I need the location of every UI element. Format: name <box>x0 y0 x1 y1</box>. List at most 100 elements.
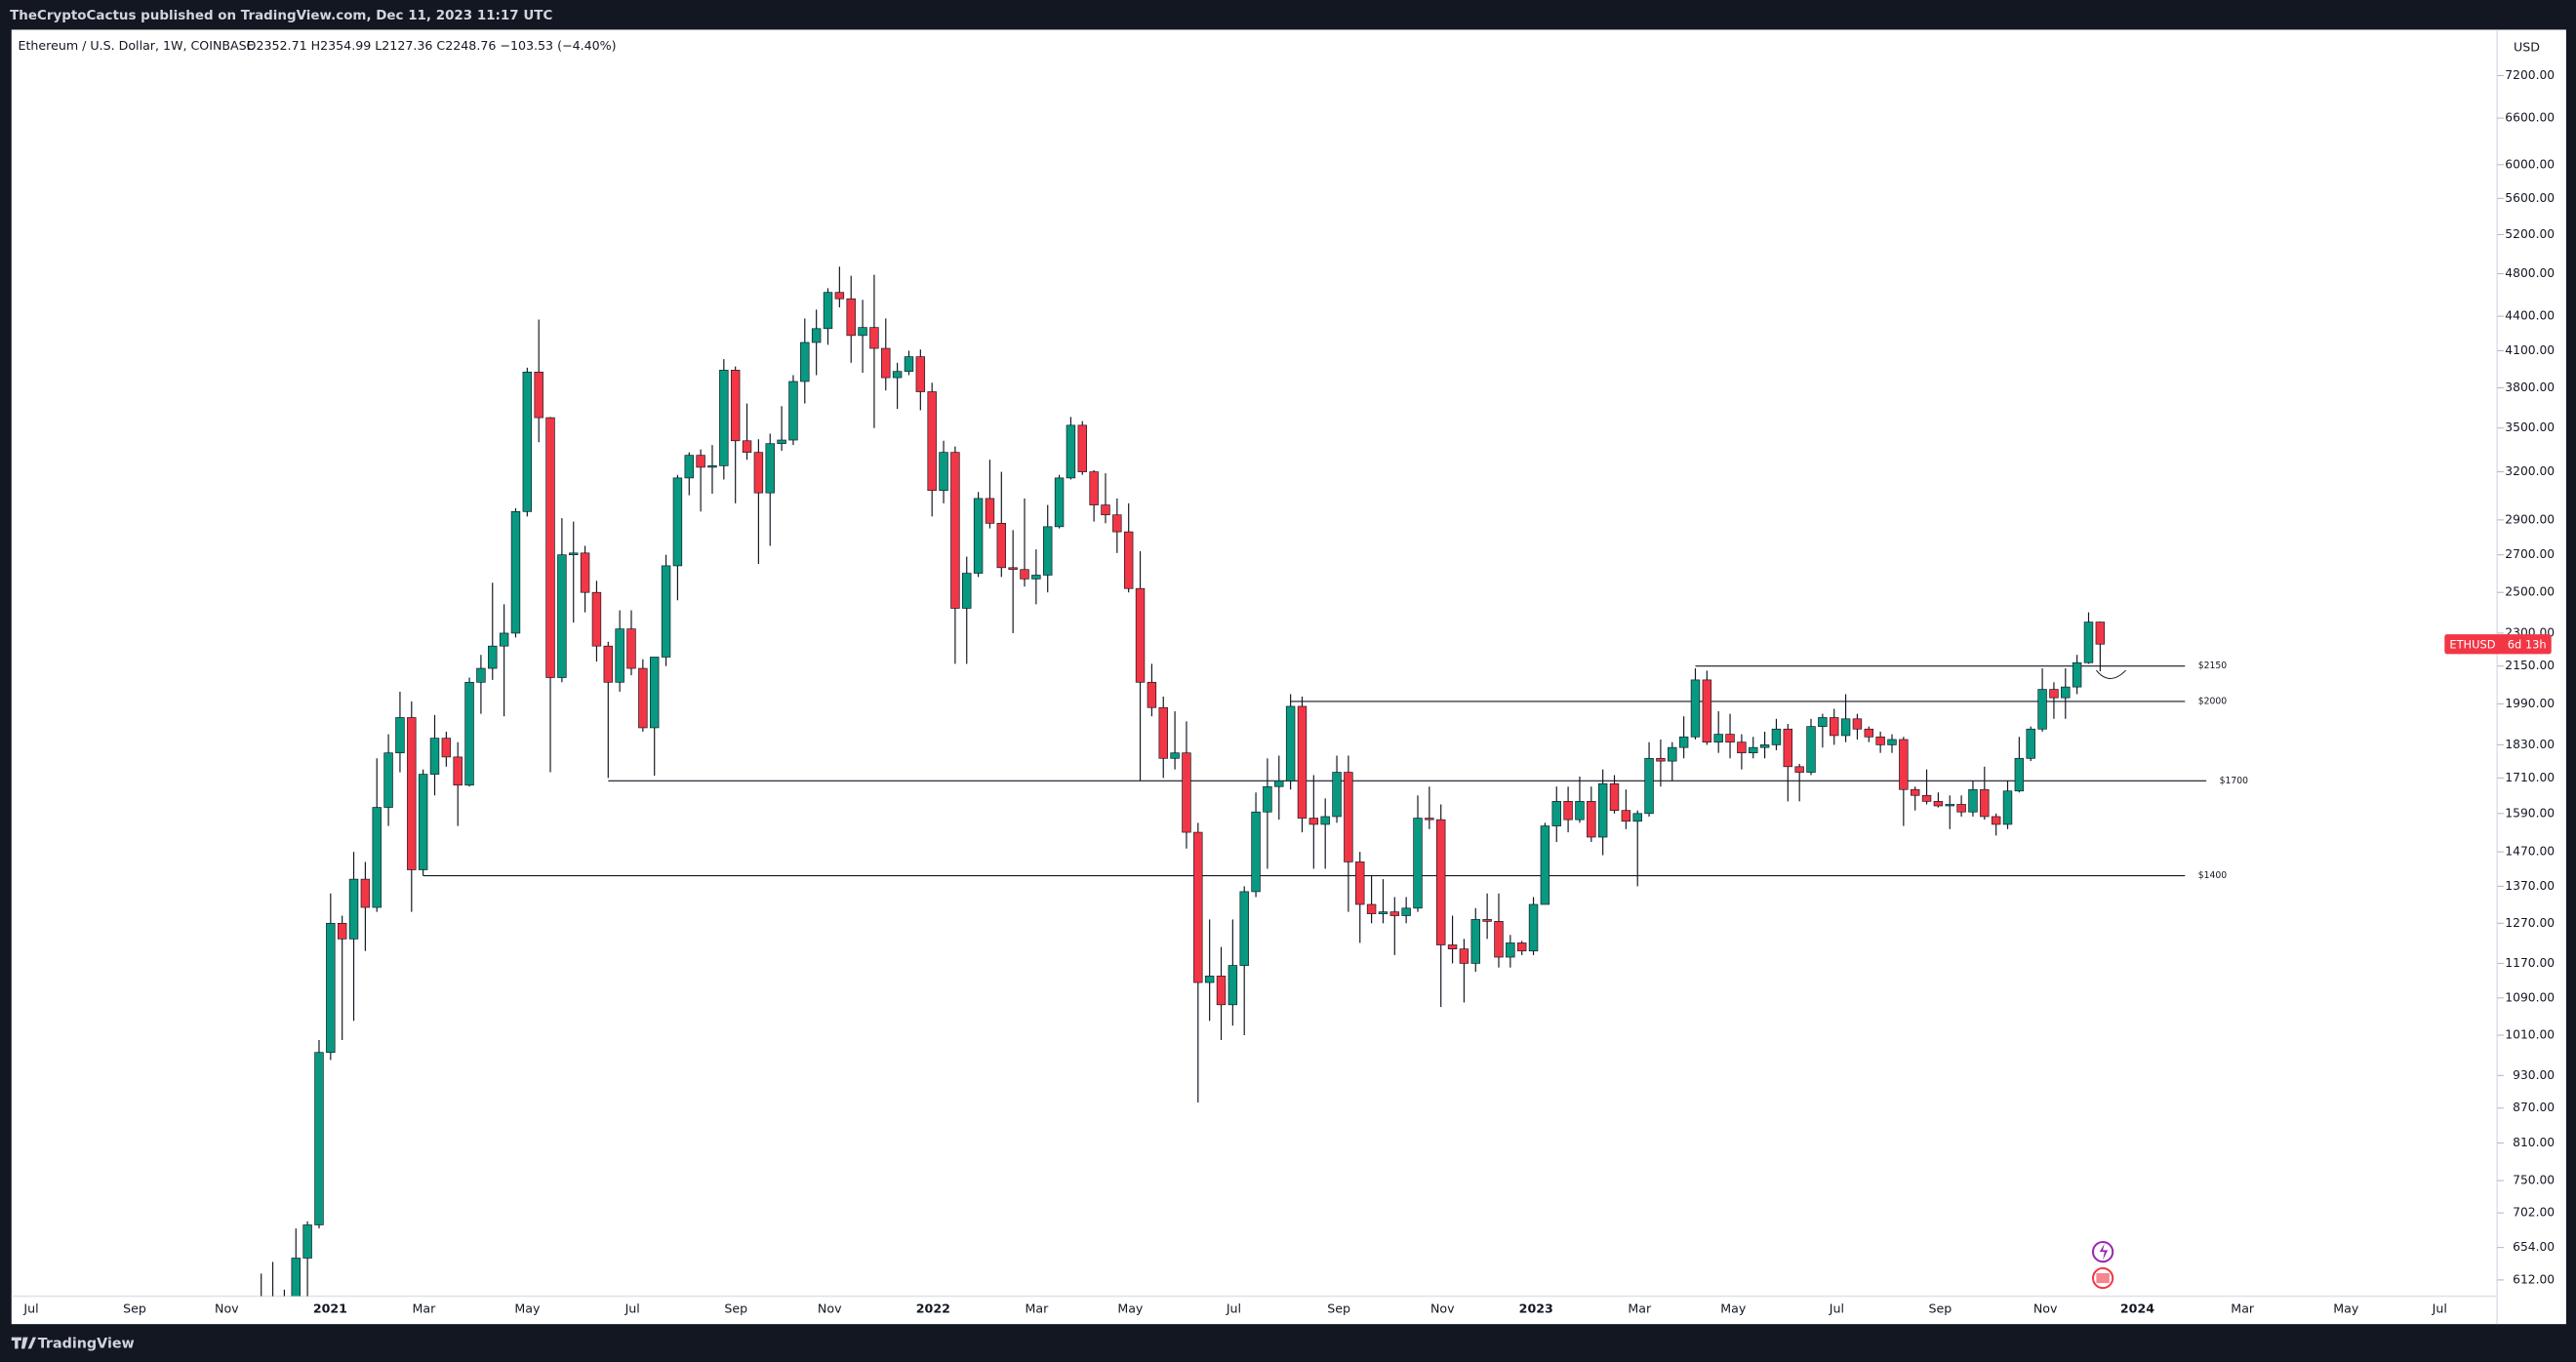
candle-body <box>1251 811 1261 893</box>
candle-body <box>881 347 891 379</box>
y-tick-label: 1830.00 <box>2505 738 2555 751</box>
candle-body <box>661 565 671 658</box>
candle-body <box>569 552 579 555</box>
candle-body <box>1644 757 1654 815</box>
candle-body <box>615 628 624 683</box>
plot-area <box>261 266 2207 1297</box>
candle-body <box>510 510 521 634</box>
candle-body <box>1066 424 1076 479</box>
x-tick-label: Jul <box>22 1302 38 1316</box>
y-tick-label: 4400.00 <box>2505 309 2555 323</box>
candle-body <box>1308 818 1319 825</box>
publisher-line: TheCryptoCactus published on TradingView… <box>10 9 552 23</box>
y-tick-label: 3500.00 <box>2505 421 2555 434</box>
y-tick-label: 612.00 <box>2513 1272 2555 1286</box>
candle-body <box>869 327 879 349</box>
y-tick-label: 1590.00 <box>2505 806 2555 820</box>
candle-body <box>1077 424 1087 472</box>
candle-body <box>1494 921 1504 958</box>
x-tick-label: May <box>1720 1302 1747 1316</box>
chart-panel <box>11 29 2566 1325</box>
y-tick-label: 6600.00 <box>2505 111 2555 125</box>
candle-body <box>985 498 995 524</box>
candle-body <box>1840 718 1851 737</box>
candle-body <box>1274 780 1284 787</box>
y-tick-label: 870.00 <box>2513 1101 2555 1114</box>
level-label: $2000 <box>2198 696 2228 706</box>
candle-body <box>1378 911 1389 914</box>
candle-body <box>1852 718 1863 730</box>
x-tick-label: Mar <box>2231 1302 2255 1316</box>
candle-body <box>1054 477 1065 528</box>
y-tick-label: 2500.00 <box>2505 585 2555 599</box>
candle-body <box>1794 766 1804 773</box>
candle-body <box>800 341 810 382</box>
candle-body <box>892 371 903 379</box>
y-tick-label: 1090.00 <box>2505 990 2555 1004</box>
candle-body <box>1609 782 1620 812</box>
candle-body <box>1020 569 1029 580</box>
candle-body <box>707 465 717 468</box>
candle-body <box>730 370 741 442</box>
candle-body <box>1123 531 1134 589</box>
x-tick-label: Mar <box>412 1302 436 1316</box>
candle-body <box>1216 976 1227 1006</box>
candle-body <box>603 645 614 683</box>
icon-bolt <box>2099 1243 2109 1261</box>
level-label: $1400 <box>2198 870 2228 881</box>
candle-body <box>1355 861 1365 905</box>
x-tick-label: Sep <box>1929 1302 1952 1316</box>
candle-body <box>1575 801 1585 821</box>
candle-body <box>1135 587 1146 683</box>
y-tick-label: 1370.00 <box>2505 879 2555 893</box>
candle-body <box>2049 689 2059 699</box>
candle-body <box>777 439 786 445</box>
x-tick-label: Nov <box>2033 1302 2058 1316</box>
candle-body <box>1713 734 1723 743</box>
x-tick-label: Mar <box>1025 1302 1049 1316</box>
candle-body <box>1008 567 1018 571</box>
candle-body <box>1147 681 1157 708</box>
candle-body <box>846 298 856 337</box>
candle-body <box>2083 621 2094 663</box>
candle-body <box>1551 801 1561 826</box>
candle-body <box>950 452 960 609</box>
candle-body <box>314 1052 324 1225</box>
candle-body <box>580 552 590 593</box>
candle-body <box>2095 621 2106 645</box>
candle-body <box>1320 816 1330 825</box>
candle-body <box>1621 810 1631 822</box>
ohlc-summary: O2352.71 H2354.99 L2127.36 C2248.76 −103… <box>247 38 617 53</box>
x-tick-label: Sep <box>123 1302 146 1316</box>
candle-body <box>939 452 948 492</box>
candle-body <box>1749 746 1758 754</box>
candle-body <box>1563 801 1573 821</box>
candle-body <box>360 878 371 908</box>
candle-body <box>1193 831 1203 983</box>
candle-body <box>719 370 729 466</box>
candle-body <box>1910 788 1920 796</box>
x-tick-label: 2024 <box>2120 1302 2154 1316</box>
candle-body <box>1690 679 1701 738</box>
candle-body <box>429 738 440 775</box>
x-tick-label: Jul <box>1226 1302 1241 1316</box>
y-tick-label: 2900.00 <box>2505 512 2555 526</box>
y-tick-label: 930.00 <box>2513 1068 2555 1082</box>
candle-body <box>788 381 798 441</box>
candle-body <box>534 371 543 419</box>
candle-body <box>383 752 393 808</box>
candle-body <box>1540 825 1550 905</box>
x-tick-label: Sep <box>1327 1302 1350 1316</box>
y-tick-label: 1710.00 <box>2505 771 2555 784</box>
candle-body <box>1933 801 1944 807</box>
candle-body <box>1344 772 1353 862</box>
candle-body <box>915 356 926 392</box>
candle-body <box>1725 734 1735 743</box>
candle-body <box>1830 717 1839 737</box>
y-tick-label: 750.00 <box>2513 1174 2555 1187</box>
candle-body <box>927 391 937 492</box>
x-tick-label: 2022 <box>916 1302 950 1316</box>
candle-body <box>649 657 660 729</box>
candle-body <box>1656 757 1666 762</box>
